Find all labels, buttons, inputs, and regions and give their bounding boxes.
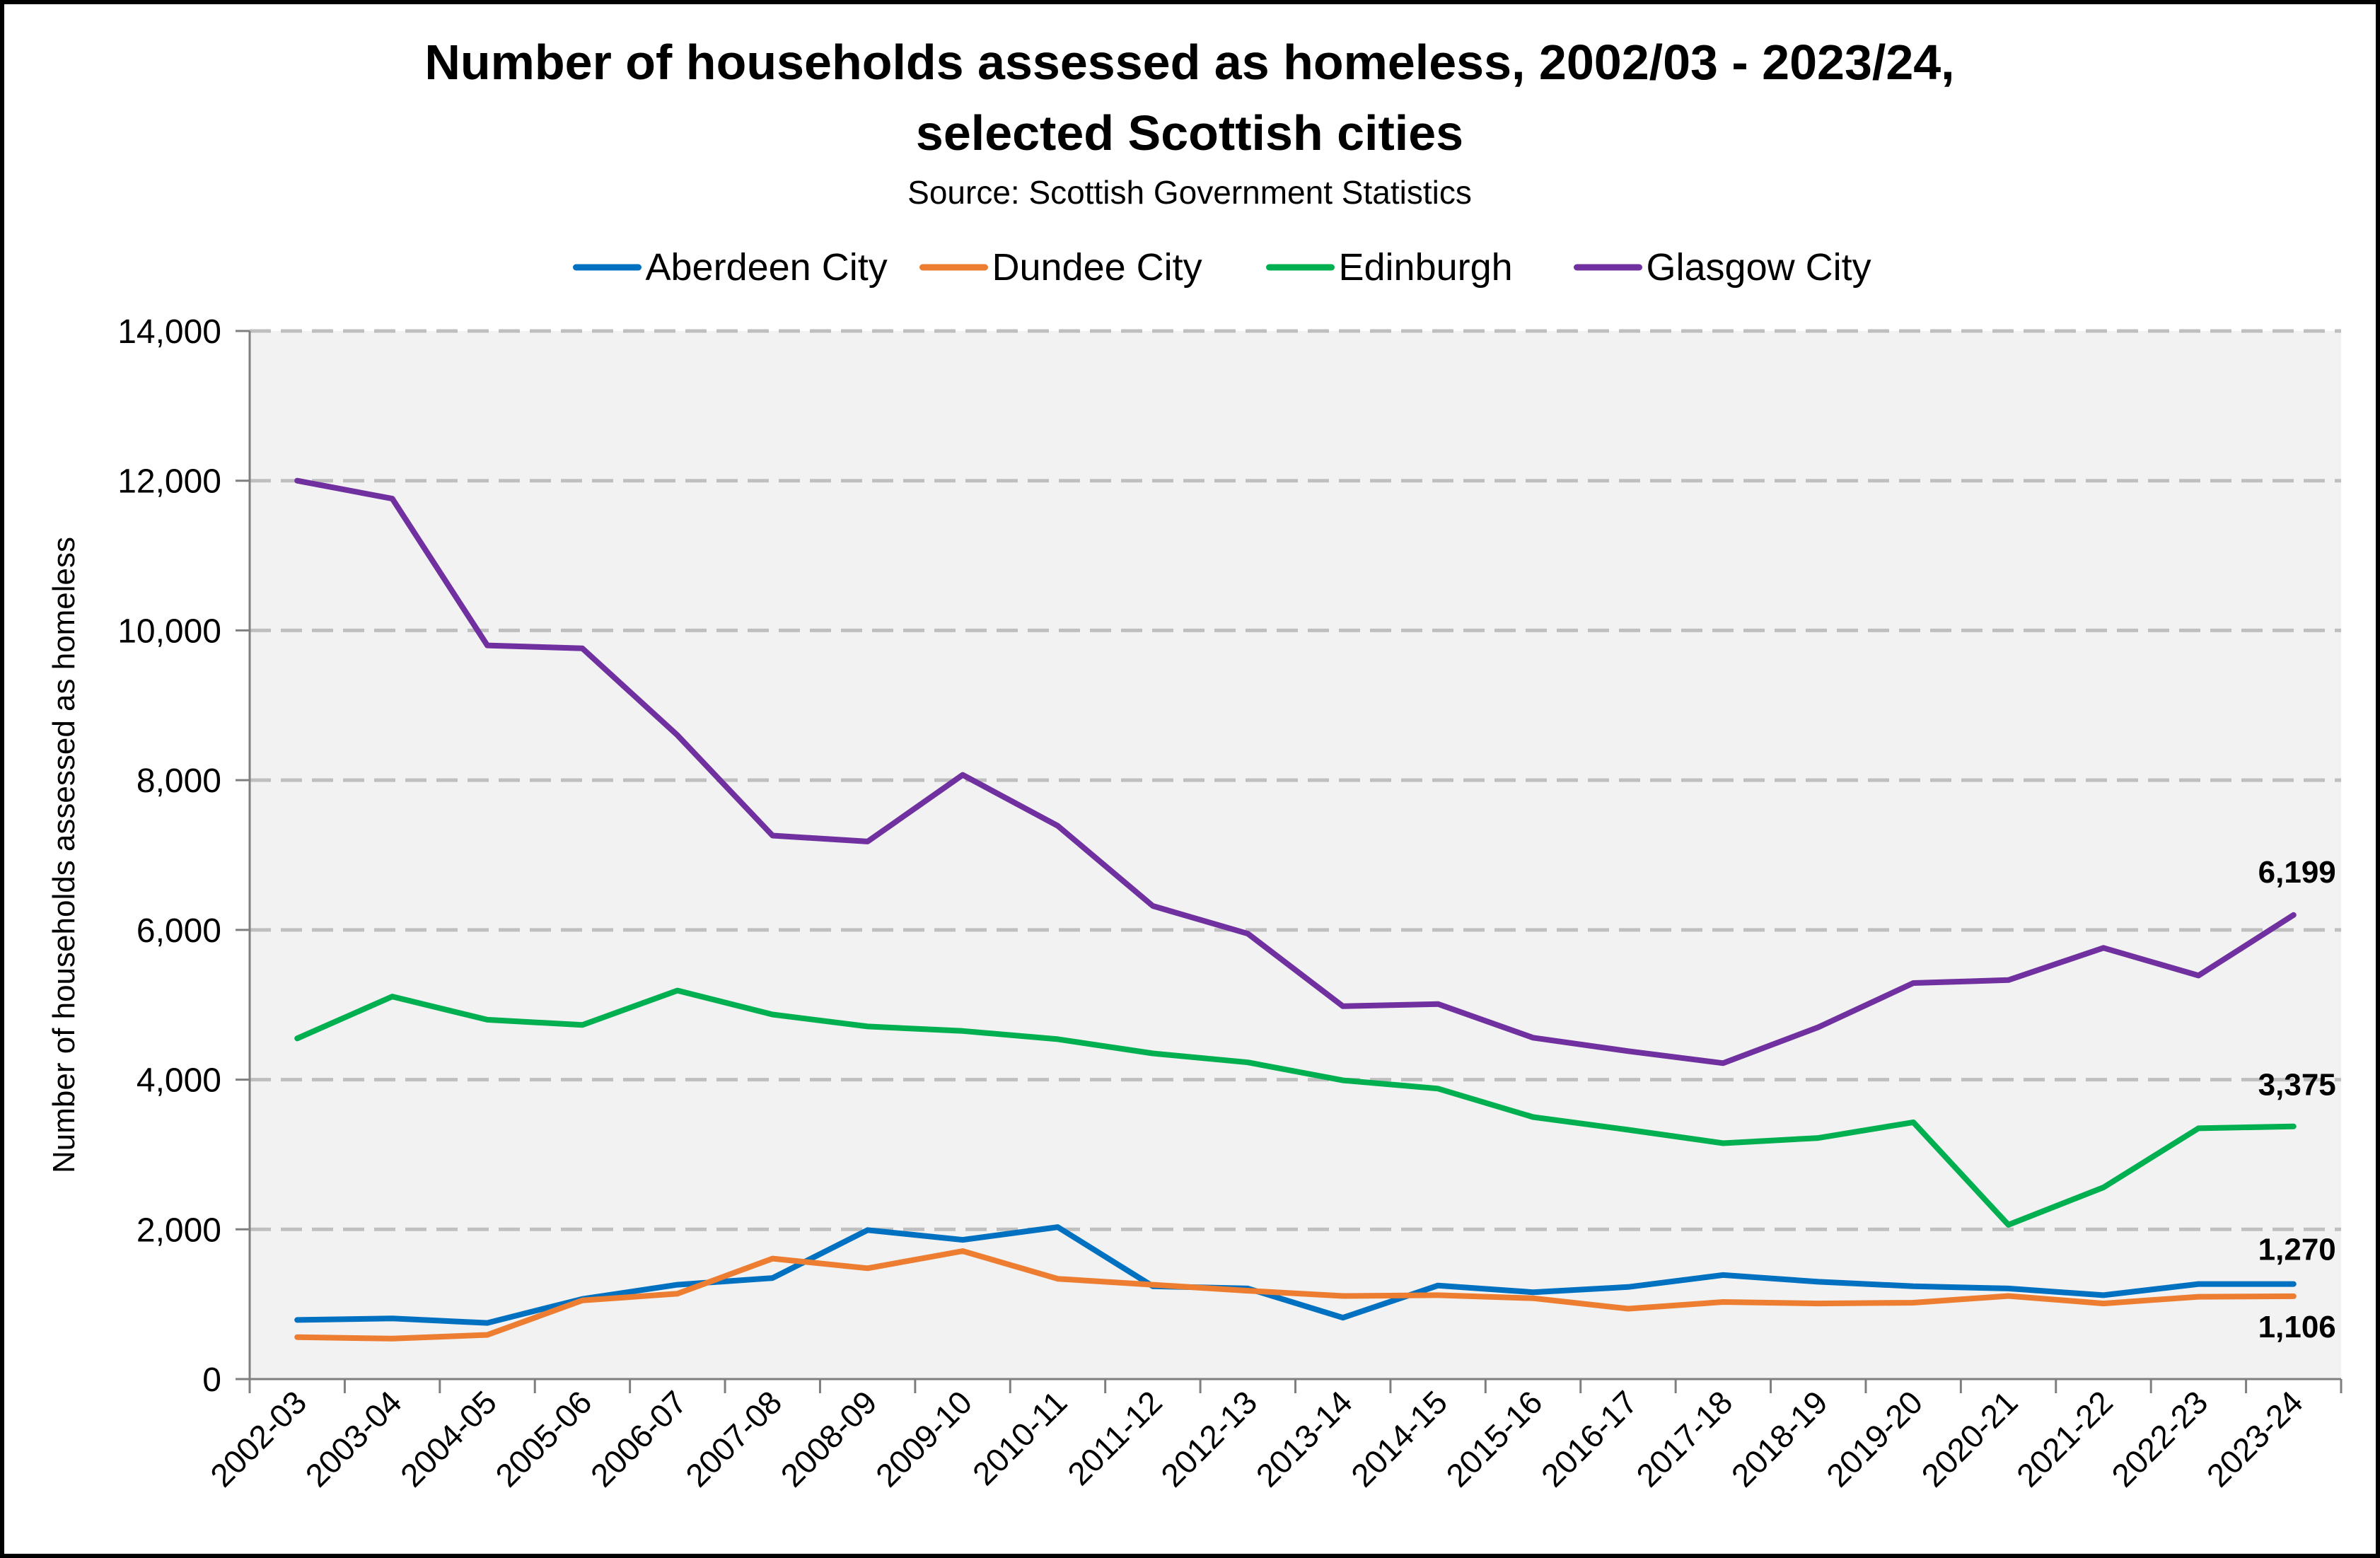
- legend-label: Aberdeen City: [646, 246, 888, 289]
- x-tick-label: 2013-14: [1249, 1383, 1359, 1494]
- x-axis-ticks: 2002-032003-042004-052005-062006-072007-…: [203, 1379, 2343, 1494]
- y-tick-label: 6,000: [137, 912, 221, 950]
- x-tick-label: 2009-10: [869, 1383, 979, 1494]
- series-lines: [294, 477, 2297, 1342]
- chart-subtitle: Source: Scottish Government Statistics: [907, 174, 1472, 211]
- data-label-dundee-city: 1,106: [2258, 1310, 2336, 1344]
- series-line-glasgow-city: [294, 477, 2297, 1066]
- x-tick-label: 2003-04: [298, 1383, 409, 1494]
- x-tick-label: 2011-12: [1060, 1383, 1169, 1492]
- x-tick-label: 2010-11: [965, 1383, 1074, 1492]
- x-tick-label: 2023-24: [2200, 1383, 2310, 1494]
- series-line-dundee-city: [294, 1248, 2297, 1342]
- x-tick-label: 2022-23: [2104, 1383, 2214, 1494]
- y-tick-label: 10,000: [117, 612, 221, 650]
- y-tick-label: 0: [202, 1361, 221, 1399]
- y-tick-label: 2,000: [137, 1211, 221, 1249]
- x-tick-label: 2016-17: [1534, 1383, 1644, 1494]
- y-axis-ticks: 0 2,000 4,000 6,000 8,000 10,000 12,000 14,000: [117, 313, 250, 1399]
- x-tick-label: 2006-07: [584, 1383, 694, 1494]
- y-axis-label: Number of households assessed as homeles…: [47, 537, 81, 1173]
- x-tick-label: 2007-08: [678, 1383, 789, 1494]
- y-tick-label: 14,000: [117, 313, 221, 351]
- y-tick-label: 8,000: [137, 762, 221, 800]
- legend-label: Edinburgh: [1339, 246, 1513, 289]
- legend-label: Dundee City: [992, 246, 1202, 289]
- data-label-aberdeen-city: 1,270: [2258, 1233, 2336, 1267]
- x-tick-label: 2014-15: [1344, 1383, 1454, 1494]
- x-tick-label: 2021-22: [2009, 1383, 2120, 1494]
- legend-item[interactable]: Edinburgh: [1266, 246, 1513, 289]
- x-tick-label: 2015-16: [1439, 1383, 1549, 1494]
- x-tick-label: 2020-21: [1914, 1383, 2024, 1494]
- x-tick-label: 2002-03: [203, 1383, 313, 1494]
- x-tick-label: 2008-09: [774, 1383, 884, 1494]
- data-labels: 1,270 1,106 3,375 6,199: [2258, 855, 2336, 1344]
- chart-title-line1: Number of households assessed as homeles…: [424, 35, 1954, 90]
- plot-area: [250, 331, 2341, 1379]
- x-tick-label: 2018-19: [1724, 1383, 1835, 1494]
- legend: Aberdeen City Dundee City Edinburgh Glasgow…: [573, 246, 1871, 289]
- chart-title-line2: selected Scottish cities: [916, 105, 1463, 161]
- gridlines: [250, 329, 2341, 1231]
- x-tick-label: 2017-18: [1629, 1383, 1739, 1494]
- x-tick-label: 2012-13: [1154, 1383, 1264, 1494]
- series-line-aberdeen-city: [294, 1224, 2297, 1326]
- y-tick-label: 12,000: [117, 463, 221, 501]
- x-tick-label: 2019-20: [1819, 1383, 1929, 1494]
- x-tick-label: 2005-06: [488, 1383, 598, 1494]
- data-label-glasgow-city: 6,199: [2258, 855, 2336, 890]
- legend-item[interactable]: Glasgow City: [1574, 246, 1871, 289]
- y-tick-label: 4,000: [137, 1062, 221, 1100]
- legend-item[interactable]: Aberdeen City: [573, 246, 888, 289]
- series-line-edinburgh: [294, 987, 2297, 1228]
- legend-label: Glasgow City: [1647, 246, 1871, 289]
- data-label-edinburgh: 3,375: [2258, 1068, 2336, 1103]
- legend-item[interactable]: Dundee City: [919, 246, 1202, 289]
- x-tick-label: 2004-05: [393, 1383, 504, 1494]
